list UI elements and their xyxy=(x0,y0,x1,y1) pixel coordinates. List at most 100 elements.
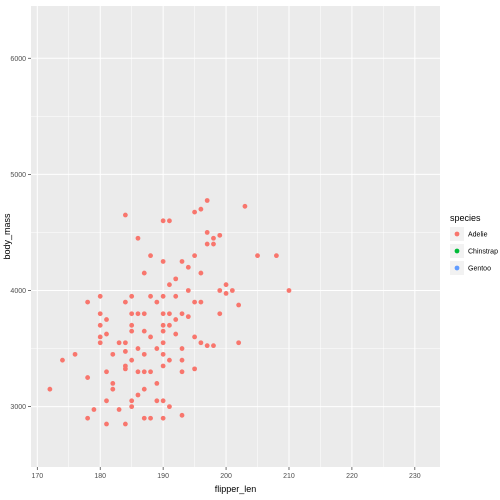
data-point xyxy=(192,253,198,259)
data-point xyxy=(135,311,141,317)
data-point xyxy=(141,386,147,392)
data-point xyxy=(154,398,160,404)
data-point xyxy=(211,235,216,241)
data-point xyxy=(211,343,216,349)
data-point xyxy=(154,299,160,305)
data-points xyxy=(47,198,292,427)
x-tick-label: 230 xyxy=(409,473,421,480)
data-point xyxy=(148,415,153,421)
legend-swatch xyxy=(454,231,460,237)
data-point xyxy=(141,270,147,276)
data-point xyxy=(104,398,109,404)
data-point xyxy=(129,357,135,363)
data-point xyxy=(185,264,191,270)
data-point xyxy=(242,203,248,209)
x-tick-label: 190 xyxy=(157,473,169,480)
panel-background xyxy=(31,6,440,467)
data-point xyxy=(198,206,204,212)
data-point xyxy=(160,311,166,317)
legend-swatch xyxy=(454,265,460,271)
data-point xyxy=(135,392,141,398)
minor-gridlines xyxy=(31,6,440,467)
y-tick-label: 3000 xyxy=(10,404,26,411)
data-point xyxy=(236,340,242,346)
data-point xyxy=(179,311,185,317)
legend: species Adelie Chinstrap Gentoo xyxy=(450,213,498,275)
data-point xyxy=(141,311,147,317)
data-point xyxy=(141,369,147,375)
data-point xyxy=(255,253,260,259)
data-point xyxy=(122,366,128,372)
data-point xyxy=(135,235,141,241)
data-point xyxy=(116,407,122,412)
data-point xyxy=(122,421,128,427)
x-tick-label: 210 xyxy=(283,473,295,480)
data-point xyxy=(141,415,147,421)
data-point xyxy=(198,340,204,346)
data-point xyxy=(160,293,166,299)
data-point xyxy=(185,288,191,293)
axis-ticks xyxy=(28,57,416,470)
data-point xyxy=(167,218,172,224)
data-point xyxy=(185,314,191,320)
x-tick-label: 200 xyxy=(220,473,232,480)
legend-label: Gentoo xyxy=(468,266,491,273)
data-point xyxy=(179,369,185,375)
data-point xyxy=(223,282,229,288)
legend-label: Chinstrap xyxy=(468,249,498,256)
data-point xyxy=(148,253,153,259)
data-point xyxy=(91,407,97,412)
x-tick-labels: 170 180 190 200 210 220 230 xyxy=(31,473,420,480)
data-point xyxy=(129,311,135,317)
data-point xyxy=(97,311,103,317)
data-point xyxy=(85,299,91,305)
data-point xyxy=(104,369,109,375)
data-point xyxy=(217,232,223,238)
data-point xyxy=(154,380,160,386)
data-point xyxy=(160,340,166,346)
data-point xyxy=(47,386,53,392)
data-point xyxy=(110,386,116,392)
data-point xyxy=(141,328,147,334)
data-point xyxy=(160,328,166,334)
data-point xyxy=(204,241,210,247)
data-point xyxy=(198,299,204,305)
data-point xyxy=(173,276,179,282)
data-point xyxy=(211,241,216,247)
data-point xyxy=(160,415,166,421)
data-point xyxy=(129,328,135,334)
data-point xyxy=(97,322,103,328)
x-axis-title: flipper_len xyxy=(215,484,257,494)
data-point xyxy=(179,357,185,363)
x-tick-label: 180 xyxy=(94,473,106,480)
data-point xyxy=(236,302,242,308)
data-point xyxy=(141,351,147,357)
data-point xyxy=(192,299,198,305)
data-point xyxy=(116,340,122,346)
data-point xyxy=(160,363,166,369)
data-point xyxy=(110,380,116,386)
data-point xyxy=(160,351,166,357)
data-point xyxy=(286,288,292,293)
data-point xyxy=(274,253,279,259)
data-point xyxy=(129,293,135,299)
data-point xyxy=(217,311,223,317)
data-point xyxy=(173,331,179,337)
data-point xyxy=(122,349,128,354)
data-point xyxy=(167,404,172,410)
data-point xyxy=(229,288,235,293)
data-point xyxy=(129,404,135,410)
data-point xyxy=(167,322,172,328)
data-point xyxy=(135,346,141,351)
data-point xyxy=(97,334,103,340)
data-point xyxy=(167,282,172,288)
data-point xyxy=(173,293,179,299)
data-point xyxy=(129,322,135,328)
data-point xyxy=(129,398,135,404)
data-point xyxy=(204,343,210,349)
data-point xyxy=(167,311,172,317)
data-point xyxy=(179,346,185,351)
data-point xyxy=(204,198,210,203)
data-point xyxy=(192,334,198,340)
